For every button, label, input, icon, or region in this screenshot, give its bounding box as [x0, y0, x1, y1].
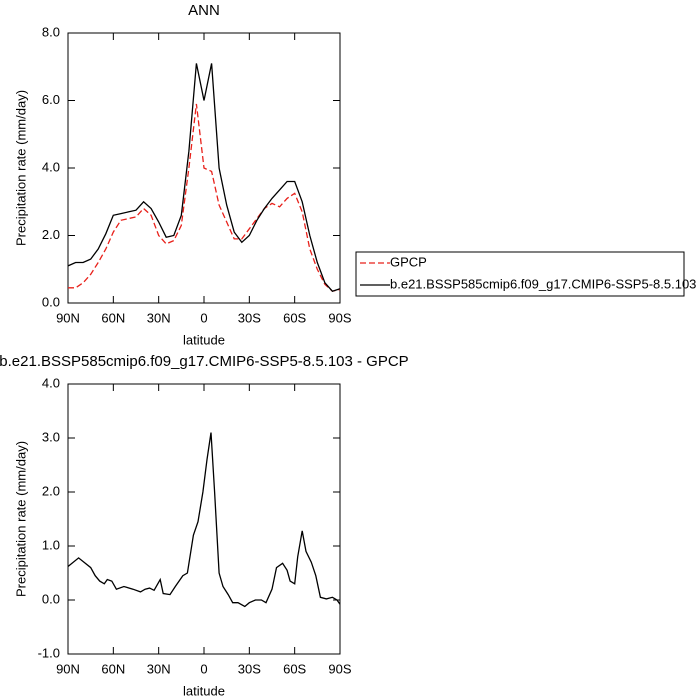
y-tick-label: 2.0 — [42, 483, 60, 498]
y-axis-label: Precipitation rate (mm/day) — [13, 441, 28, 597]
chart-title: b.e21.BSSP585cmip6.f09_g17.CMIP6-SSP5-8.… — [0, 353, 409, 370]
x-tick-label: 30N — [147, 310, 171, 325]
x-tick-label: 30S — [238, 310, 261, 325]
y-tick-label: 6.0 — [42, 92, 60, 107]
x-tick-label: 0 — [200, 661, 207, 676]
x-tick-label: 90N — [56, 310, 80, 325]
x-axis-label: latitude — [183, 332, 225, 347]
x-tick-label: 90S — [328, 310, 351, 325]
legend-label: b.e21.BSSP585cmip6.f09_g17.CMIP6-SSP5-8.… — [390, 276, 696, 291]
y-tick-label: 4.0 — [42, 375, 60, 390]
x-tick-label: 90S — [328, 661, 351, 676]
legend-label: GPCP — [390, 254, 427, 269]
x-tick-label: 60N — [101, 661, 125, 676]
y-tick-label: -1.0 — [38, 645, 60, 660]
y-tick-label: 0.0 — [42, 591, 60, 606]
y-tick-label: 4.0 — [42, 159, 60, 174]
series-line — [68, 103, 341, 292]
x-tick-label: 30N — [147, 661, 171, 676]
y-axis-label: Precipitation rate (mm/day) — [13, 90, 28, 246]
y-tick-label: 1.0 — [42, 537, 60, 552]
x-tick-label: 90N — [56, 661, 80, 676]
chart-title: ANN — [188, 2, 220, 19]
x-axis-label: latitude — [183, 683, 225, 698]
x-tick-label: 60N — [101, 310, 125, 325]
y-tick-label: 3.0 — [42, 429, 60, 444]
plot-frame — [67, 32, 341, 304]
x-tick-label: 0 — [200, 310, 207, 325]
y-tick-label: 8.0 — [42, 24, 60, 39]
x-tick-label: 60S — [283, 310, 306, 325]
y-tick-label: 0.0 — [42, 294, 60, 309]
series-line — [67, 432, 341, 608]
y-tick-label: 2.0 — [42, 227, 60, 242]
x-tick-label: 30S — [238, 661, 261, 676]
legend-box — [355, 251, 685, 297]
plot-frame — [67, 383, 341, 655]
x-tick-label: 60S — [283, 661, 306, 676]
series-line — [67, 63, 341, 292]
